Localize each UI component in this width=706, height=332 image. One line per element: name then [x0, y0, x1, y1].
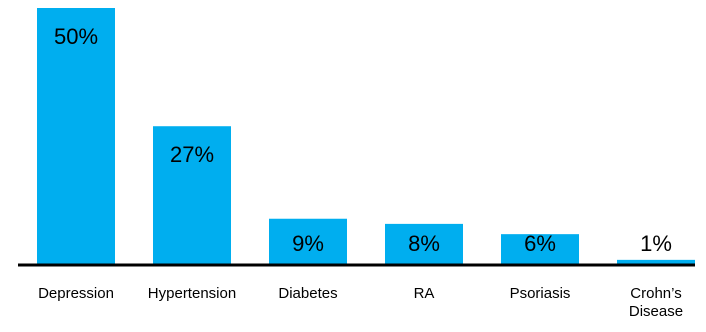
category-label-1: Hypertension — [148, 285, 236, 302]
category-labels: Depression Hypertension Diabetes RA Psoriasi… — [38, 285, 683, 320]
value-labels: 50% 27% 9% 8% 6% 1% — [54, 24, 672, 256]
category-label-2: Diabetes — [278, 285, 337, 302]
bar-2 — [269, 218, 347, 265]
bar-0 — [37, 8, 115, 265]
value-label-0: 50% — [54, 24, 98, 49]
category-label-4: Psoriasis — [510, 285, 571, 302]
bar-4 — [501, 234, 579, 265]
category-label-0: Depression — [38, 285, 114, 302]
category-label-5: Crohn’s Disease — [629, 285, 683, 320]
value-label-4: 6% — [524, 231, 556, 256]
bar-3 — [385, 223, 463, 265]
value-label-1: 27% — [170, 142, 214, 167]
bar-5 — [617, 259, 695, 265]
category-label-3: RA — [414, 285, 435, 302]
bar-1 — [153, 126, 231, 265]
value-label-2: 9% — [292, 231, 324, 256]
bars — [37, 8, 695, 265]
value-label-5: 1% — [640, 231, 672, 256]
value-label-3: 8% — [408, 231, 440, 256]
